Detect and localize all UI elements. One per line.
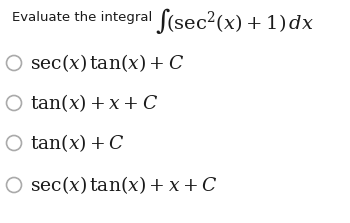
Text: $\int\!(\mathrm{sec}^2(x) + 1)\,dx$: $\int\!(\mathrm{sec}^2(x) + 1)\,dx$ bbox=[155, 6, 314, 36]
Text: Evaluate the integral: Evaluate the integral bbox=[12, 12, 156, 25]
Text: $\mathrm{sec}(x)\,\mathrm{tan}(x) + C$: $\mathrm{sec}(x)\,\mathrm{tan}(x) + C$ bbox=[30, 52, 184, 74]
Text: $\mathrm{tan}(x) + x + C$: $\mathrm{tan}(x) + x + C$ bbox=[30, 92, 158, 114]
Text: $\mathrm{tan}(x) + C$: $\mathrm{tan}(x) + C$ bbox=[30, 132, 125, 154]
Text: $\mathrm{sec}(x)\,\mathrm{tan}(x) + x + C$: $\mathrm{sec}(x)\,\mathrm{tan}(x) + x + … bbox=[30, 174, 218, 196]
